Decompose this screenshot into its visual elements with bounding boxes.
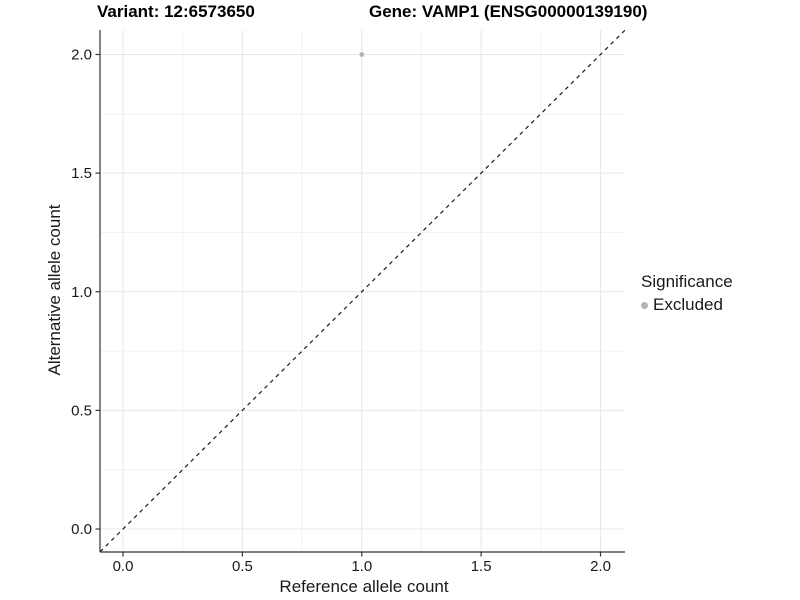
y-axis-title: Alternative allele count	[45, 204, 64, 376]
svg-text:1.0: 1.0	[351, 558, 372, 575]
variant-title: Variant: 12:6573650	[97, 2, 255, 21]
svg-text:1.5: 1.5	[71, 165, 92, 182]
svg-text:0.5: 0.5	[232, 558, 253, 575]
excluded-point-icon	[641, 301, 648, 309]
svg-text:2.0: 2.0	[590, 558, 611, 575]
svg-text:1.0: 1.0	[71, 284, 92, 301]
legend-item-label: Excluded	[653, 295, 723, 314]
svg-text:0.0: 0.0	[113, 558, 134, 575]
legend: Significance Excluded	[641, 272, 733, 315]
x-axis-title: Reference allele count	[279, 577, 449, 596]
legend-item-excluded: Excluded	[641, 295, 733, 315]
svg-text:2.0: 2.0	[71, 47, 92, 64]
legend-title: Significance	[641, 272, 733, 291]
svg-text:1.5: 1.5	[471, 558, 492, 575]
gene-title: Gene: VAMP1 (ENSG00000139190)	[369, 2, 648, 21]
svg-text:0.0: 0.0	[71, 521, 92, 538]
svg-text:0.5: 0.5	[71, 402, 92, 419]
